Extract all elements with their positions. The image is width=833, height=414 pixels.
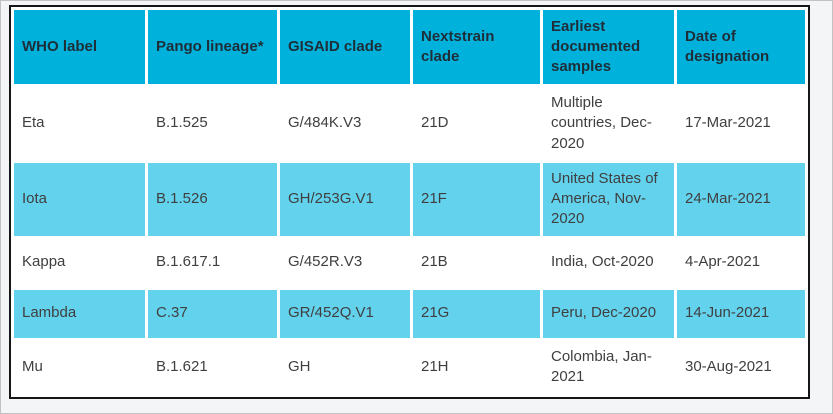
cell-pango-lineage: B.1.525 — [148, 87, 277, 160]
table-row-iota: Iota B.1.526 GH/253G.V1 21F United State… — [14, 162, 805, 236]
cell-pango-lineage: B.1.526 — [148, 162, 277, 236]
cell-nextstrain-clade: 21F — [413, 162, 540, 236]
variants-table: WHO label Pango lineage* GISAID clade Ne… — [9, 5, 810, 399]
cell-earliest-samples: Colombia, Jan-2021 — [543, 340, 674, 394]
table-row-mu: Mu B.1.621 GH 21H Colombia, Jan-2021 30-… — [14, 340, 805, 394]
cell-gisaid-clade: GR/452Q.V1 — [280, 289, 410, 338]
cell-who-label: Eta — [14, 87, 145, 160]
cell-nextstrain-clade: 21D — [413, 87, 540, 160]
cell-date-of-designation: 24-Mar-2021 — [677, 162, 805, 236]
column-header-earliest-samples: Earliest documented samples — [543, 10, 674, 84]
cell-pango-lineage: B.1.621 — [148, 340, 277, 394]
cell-nextstrain-clade: 21H — [413, 340, 540, 394]
cell-who-label: Iota — [14, 162, 145, 236]
column-header-nextstrain-clade: Nextstrain clade — [413, 10, 540, 84]
cell-date-of-designation: 14-Jun-2021 — [677, 289, 805, 338]
table-row-lambda: Lambda C.37 GR/452Q.V1 21G Peru, Dec-202… — [14, 289, 805, 338]
column-header-who-label: WHO label — [14, 10, 145, 84]
table-row-eta: Eta B.1.525 G/484K.V3 21D Multiple count… — [14, 87, 805, 160]
cell-pango-lineage: B.1.617.1 — [148, 238, 277, 287]
cell-date-of-designation: 4-Apr-2021 — [677, 238, 805, 287]
header-row: WHO label Pango lineage* GISAID clade Ne… — [14, 10, 805, 84]
cell-nextstrain-clade: 21B — [413, 238, 540, 287]
cell-earliest-samples: United States of America, Nov-2020 — [543, 162, 674, 236]
cell-who-label: Lambda — [14, 289, 145, 338]
cell-gisaid-clade: GH/253G.V1 — [280, 162, 410, 236]
cell-date-of-designation: 30-Aug-2021 — [677, 340, 805, 394]
cell-gisaid-clade: GH — [280, 340, 410, 394]
cell-pango-lineage: C.37 — [148, 289, 277, 338]
cell-gisaid-clade: G/452R.V3 — [280, 238, 410, 287]
cell-who-label: Mu — [14, 340, 145, 394]
cell-nextstrain-clade: 21G — [413, 289, 540, 338]
cell-earliest-samples: India, Oct-2020 — [543, 238, 674, 287]
cell-who-label: Kappa — [14, 238, 145, 287]
table-row-kappa: Kappa B.1.617.1 G/452R.V3 21B India, Oct… — [14, 238, 805, 287]
cell-gisaid-clade: G/484K.V3 — [280, 87, 410, 160]
column-header-pango-lineage: Pango lineage* — [148, 10, 277, 84]
cell-date-of-designation: 17-Mar-2021 — [677, 87, 805, 160]
cell-earliest-samples: Peru, Dec-2020 — [543, 289, 674, 338]
cell-earliest-samples: Multiple countries, Dec-2020 — [543, 87, 674, 160]
column-header-date-of-designation: Date of designation — [677, 10, 805, 84]
column-header-gisaid-clade: GISAID clade — [280, 10, 410, 84]
